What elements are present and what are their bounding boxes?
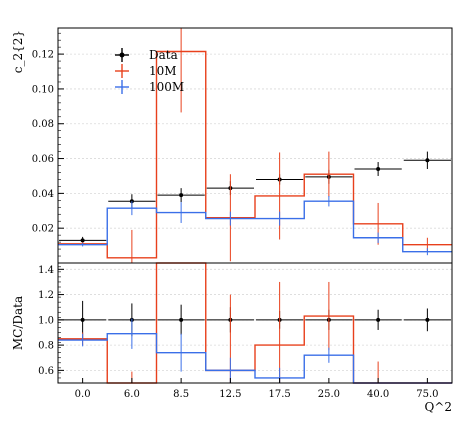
data-point [179,193,184,198]
main-y-axis-label: c_2{2} [11,30,25,73]
y-tick-label: 1.0 [38,315,54,326]
ratio-panel-frame [57,262,453,384]
x-tick-label: 75.0 [416,389,438,400]
step-line-100M [58,333,452,384]
y-tick-label: 0.6 [38,366,54,377]
step-line-100M [58,200,452,253]
legend-label-100M: 100M [149,80,184,94]
y-tick-label: 0.12 [32,50,54,61]
x-tick-label: 25.0 [318,389,340,400]
y-tick-label: 0.08 [32,119,54,130]
data-point [376,167,381,171]
x-tick-label: 12.5 [219,389,241,400]
ratio-panel-series [58,262,452,384]
main-panel-y-ticks: 0.02 0.04 0.06 0.08 0.10 0.12 [32,32,64,264]
legend-point [119,52,125,58]
data-point [425,317,430,322]
y-tick-label: 0.10 [32,84,54,95]
data-point [80,317,85,322]
legend-label-10M: 10M [149,64,177,78]
x-tick-label: 0.0 [75,389,91,400]
data-point [425,158,430,163]
y-tick-label: 0.04 [32,189,54,200]
y-tick-label: 1.4 [38,265,54,276]
x-tick-label: 17.5 [268,389,290,400]
y-tick-label: 0.02 [32,224,54,235]
x-tick-label: 40.0 [367,389,389,400]
data-point [376,317,381,322]
y-tick-label: 0.06 [32,154,54,165]
ratio-y-axis-label: MC/Data [11,296,25,350]
ratio-panel-x-ticks: 0.0 6.0 8.5 12.5 17.5 25.0 40.0 75.0 [75,378,439,400]
x-axis-label: Q^2 [424,400,452,414]
main-panel-series [58,28,452,263]
x-tick-label: 6.0 [124,389,140,400]
chart-legend: Data 10M 100M [115,48,184,94]
data-point [80,238,85,243]
y-tick-label: 1.2 [38,290,54,301]
legend-label-Data: Data [149,48,178,62]
x-tick-label: 8.5 [173,389,189,400]
ratio-panel-y-ticks: 0.6 0.8 1.0 1.2 1.4 [38,265,64,384]
y-tick-label: 0.8 [38,341,54,352]
data-point [179,317,184,322]
